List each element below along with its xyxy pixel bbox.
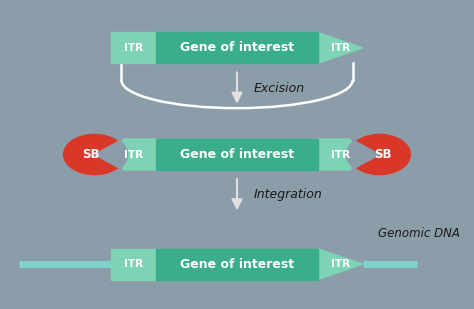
Text: ITR: ITR <box>124 259 144 269</box>
Text: Gene of interest: Gene of interest <box>180 41 294 54</box>
Text: ITR: ITR <box>124 150 144 159</box>
Text: Excision: Excision <box>254 82 305 95</box>
Polygon shape <box>111 32 156 63</box>
Text: Gene of interest: Gene of interest <box>180 148 294 161</box>
Text: SB: SB <box>374 148 392 161</box>
Polygon shape <box>111 249 156 280</box>
Circle shape <box>64 134 125 175</box>
Text: ITR: ITR <box>330 259 350 269</box>
Text: SB: SB <box>82 148 100 161</box>
Polygon shape <box>318 249 363 280</box>
Text: Gene of interest: Gene of interest <box>180 258 294 271</box>
Text: Genomic DNA: Genomic DNA <box>378 227 460 240</box>
Circle shape <box>349 134 410 175</box>
Polygon shape <box>318 139 363 170</box>
Wedge shape <box>346 141 380 168</box>
Polygon shape <box>318 32 363 63</box>
Polygon shape <box>156 32 318 63</box>
Text: Integration: Integration <box>254 188 322 201</box>
Polygon shape <box>156 249 318 280</box>
Wedge shape <box>94 141 128 168</box>
Text: ITR: ITR <box>330 150 350 159</box>
Polygon shape <box>156 139 318 170</box>
Polygon shape <box>111 139 156 170</box>
Text: ITR: ITR <box>330 43 350 53</box>
Text: ITR: ITR <box>124 43 144 53</box>
